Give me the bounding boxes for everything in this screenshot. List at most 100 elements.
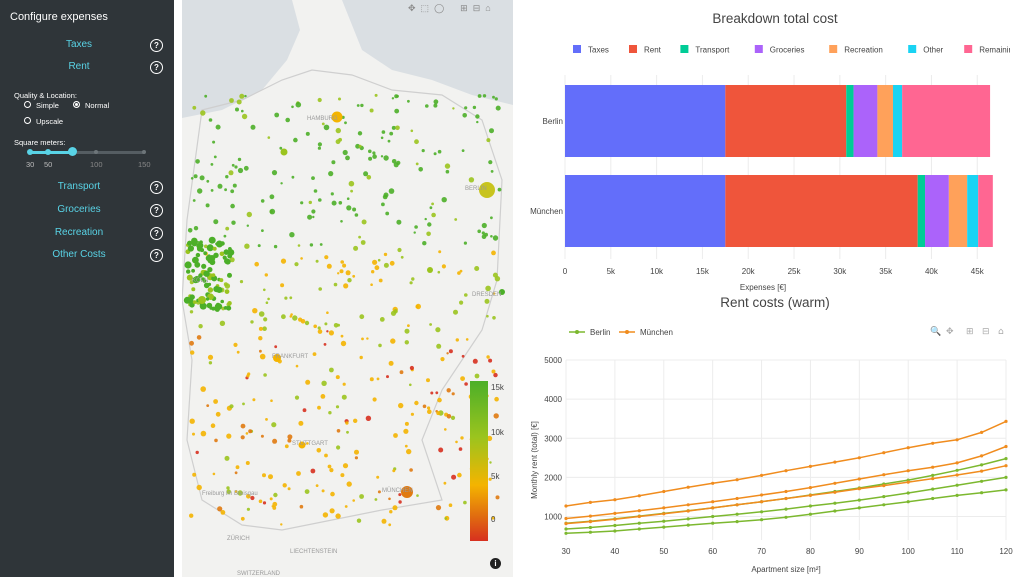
city-dot <box>444 163 451 169</box>
sqm-slider-handle-mid[interactable] <box>45 149 51 155</box>
city-dot <box>246 507 250 511</box>
city-dot <box>203 251 208 256</box>
city-dot <box>205 203 210 208</box>
sqm-tick-label: 100 <box>90 160 103 169</box>
city-dot <box>359 314 365 320</box>
sidebar-item-label[interactable]: Groceries <box>57 204 101 215</box>
home-icon[interactable]: ⌂ <box>998 327 1004 337</box>
bar-chart[interactable]: Taxes Rent Transport Groceries Recreation Oth… <box>530 35 1010 320</box>
lasso-icon[interactable]: ◯ <box>434 3 445 13</box>
zoom-in-icon[interactable]: ⊞ <box>460 3 468 13</box>
line-legend: Berlin München <box>569 328 673 337</box>
city-dot <box>295 364 299 368</box>
line-chart[interactable]: Berlin München 🔍 ✥ ⊞ ⊟ ⌂ 1000 2000 3000 4000 5000… <box>522 320 1016 575</box>
city-dot <box>187 228 193 233</box>
city-dot <box>381 130 386 134</box>
sidebar-item-label[interactable]: Rent <box>68 61 90 72</box>
city-dot <box>429 206 433 210</box>
city-dot <box>492 235 499 241</box>
help-icon[interactable]: ? <box>150 39 163 52</box>
zoom-icon[interactable]: 🔍 <box>930 325 941 337</box>
help-icon[interactable]: ? <box>150 204 163 217</box>
city-dot <box>225 226 230 231</box>
city-dot <box>205 254 213 262</box>
help-icon[interactable]: ? <box>150 249 163 262</box>
city-dot <box>497 187 502 192</box>
city-dot <box>267 297 270 301</box>
map-panel[interactable]: HAMBURG BERLIN DRESDEN KÖLN FRANKFURT STUTTGA… <box>182 0 513 577</box>
zoom-out-icon[interactable]: ⊟ <box>472 3 481 13</box>
x-tick-label: 20k <box>742 267 756 276</box>
sidebar-item-rent[interactable]: Rent ? <box>0 61 174 77</box>
x-tick-label: 70 <box>757 547 766 556</box>
city-dot <box>398 500 402 504</box>
city-dot <box>245 432 249 435</box>
city-dot <box>435 327 441 333</box>
data-point <box>784 469 788 473</box>
city-dot <box>368 149 372 154</box>
sidebar-item-label[interactable]: Other Costs <box>52 249 106 260</box>
city-dot <box>190 350 195 355</box>
sqm-slider[interactable] <box>29 151 145 154</box>
help-icon[interactable]: ? <box>150 227 163 240</box>
city-dot <box>435 391 439 395</box>
sidebar-item-label[interactable]: Transport <box>57 181 101 192</box>
city-dot <box>376 377 380 381</box>
sqm-slider-handle[interactable] <box>68 147 77 156</box>
sidebar-item-other-costs[interactable]: Other Costs ? <box>0 249 174 265</box>
sqm-slider-handle-min[interactable] <box>27 149 33 155</box>
help-icon[interactable]: ? <box>150 181 163 194</box>
sidebar-item-groceries[interactable]: Groceries ? <box>0 204 174 220</box>
box-select-icon[interactable]: ⬚ <box>420 3 430 13</box>
city-dot <box>426 378 430 383</box>
city-dot-large <box>273 354 281 362</box>
x-tick-label: 10k <box>650 267 664 276</box>
sidebar-item-taxes[interactable]: Taxes ? <box>0 39 174 55</box>
map-label: BERLIN <box>465 186 487 192</box>
city-dot-large <box>280 148 288 156</box>
data-point <box>808 504 812 508</box>
sidebar-item-label[interactable]: Taxes <box>65 39 93 50</box>
data-point <box>882 495 886 499</box>
city-dot <box>486 138 491 143</box>
radio-upscale[interactable] <box>24 117 31 124</box>
sidebar-item-recreation[interactable]: Recreation ? <box>0 227 174 243</box>
pan-icon[interactable]: ✥ <box>946 327 954 337</box>
radio-normal[interactable] <box>73 101 80 108</box>
pan-icon[interactable]: ✥ <box>408 3 416 13</box>
city-dot <box>219 251 225 257</box>
zoom-out-icon[interactable]: ⊟ <box>982 327 990 337</box>
city-dot <box>427 222 432 227</box>
sidebar-item-label[interactable]: Recreation <box>54 227 104 238</box>
city-dot <box>268 474 273 480</box>
sidebar-item-transport[interactable]: Transport ? <box>0 181 174 197</box>
zoom-in-icon[interactable]: ⊞ <box>966 327 974 337</box>
info-icon[interactable]: i <box>490 558 501 569</box>
city-dot <box>226 486 230 490</box>
city-dot <box>267 136 271 139</box>
home-icon[interactable]: ⌂ <box>485 3 491 13</box>
city-dot <box>335 375 340 380</box>
city-dot <box>219 320 226 326</box>
city-dot <box>422 404 427 409</box>
city-dot <box>441 264 446 269</box>
map-canvas[interactable]: HAMBURG BERLIN DRESDEN KÖLN FRANKFURT STUTTGA… <box>182 0 513 577</box>
data-point <box>857 456 861 460</box>
radio-simple[interactable] <box>24 101 31 108</box>
data-point <box>1004 419 1008 423</box>
help-icon[interactable]: ? <box>150 61 163 74</box>
data-point <box>1004 464 1008 468</box>
city-dot <box>429 323 432 326</box>
city-dot <box>302 408 307 413</box>
data-point <box>931 487 935 491</box>
city-dot <box>337 272 340 275</box>
city-dot <box>213 399 218 404</box>
city-dot <box>259 349 262 353</box>
data-point <box>980 454 984 458</box>
city-dot <box>208 236 216 244</box>
city-dot <box>481 222 487 229</box>
city-dot <box>187 240 193 246</box>
x-tick-label: 120 <box>999 547 1013 556</box>
data-point <box>735 520 739 524</box>
city-dot <box>317 146 321 150</box>
